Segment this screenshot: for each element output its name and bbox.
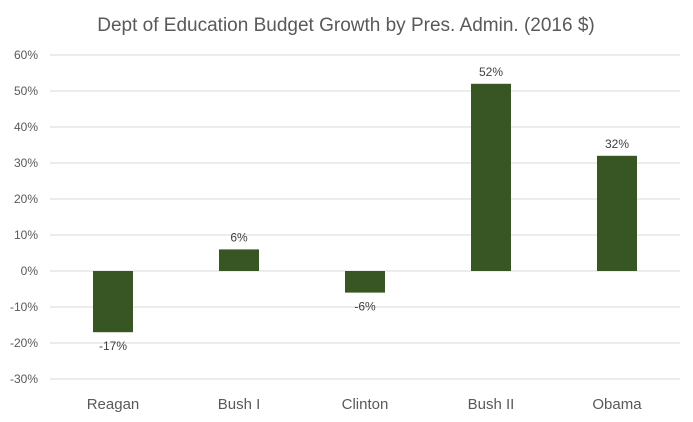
y-tick-label: 10%	[14, 228, 38, 242]
gridlines	[50, 54, 680, 380]
x-tick-label: Bush I	[218, 396, 261, 413]
bars	[93, 83, 637, 333]
bar-reagan	[93, 271, 133, 333]
y-tick-label: -20%	[10, 336, 38, 350]
bar-clinton	[345, 271, 385, 293]
data-label: 32%	[605, 137, 629, 151]
x-tick-label: Obama	[592, 396, 642, 413]
y-tick-label: 50%	[14, 84, 38, 98]
data-label: 6%	[230, 230, 248, 244]
y-tick-label: 60%	[14, 48, 38, 62]
y-tick-label: -30%	[10, 372, 38, 386]
y-tick-label: -10%	[10, 300, 38, 314]
y-axis-ticks: 60% 50% 40% 30% 20% 10% 0% -10% -20% -30%	[10, 48, 38, 386]
data-labels: -17% 6% -6% 52% 32%	[99, 65, 629, 353]
data-label: 52%	[479, 65, 503, 79]
bar-obama	[597, 155, 637, 271]
y-tick-label: 40%	[14, 120, 38, 134]
x-tick-label: Bush II	[468, 396, 515, 413]
y-tick-label: 20%	[14, 192, 38, 206]
x-axis-ticks: Reagan Bush I Clinton Bush II Obama	[87, 396, 643, 413]
bar-bush-ii	[471, 83, 511, 271]
data-label: -6%	[354, 300, 376, 314]
x-tick-label: Reagan	[87, 396, 140, 413]
bar-bush-i	[219, 249, 259, 271]
y-tick-label: 0%	[21, 264, 39, 278]
x-tick-label: Clinton	[342, 396, 389, 413]
chart-title: Dept of Education Budget Growth by Pres.…	[97, 15, 594, 36]
data-label: -17%	[99, 339, 127, 353]
y-tick-label: 30%	[14, 156, 38, 170]
